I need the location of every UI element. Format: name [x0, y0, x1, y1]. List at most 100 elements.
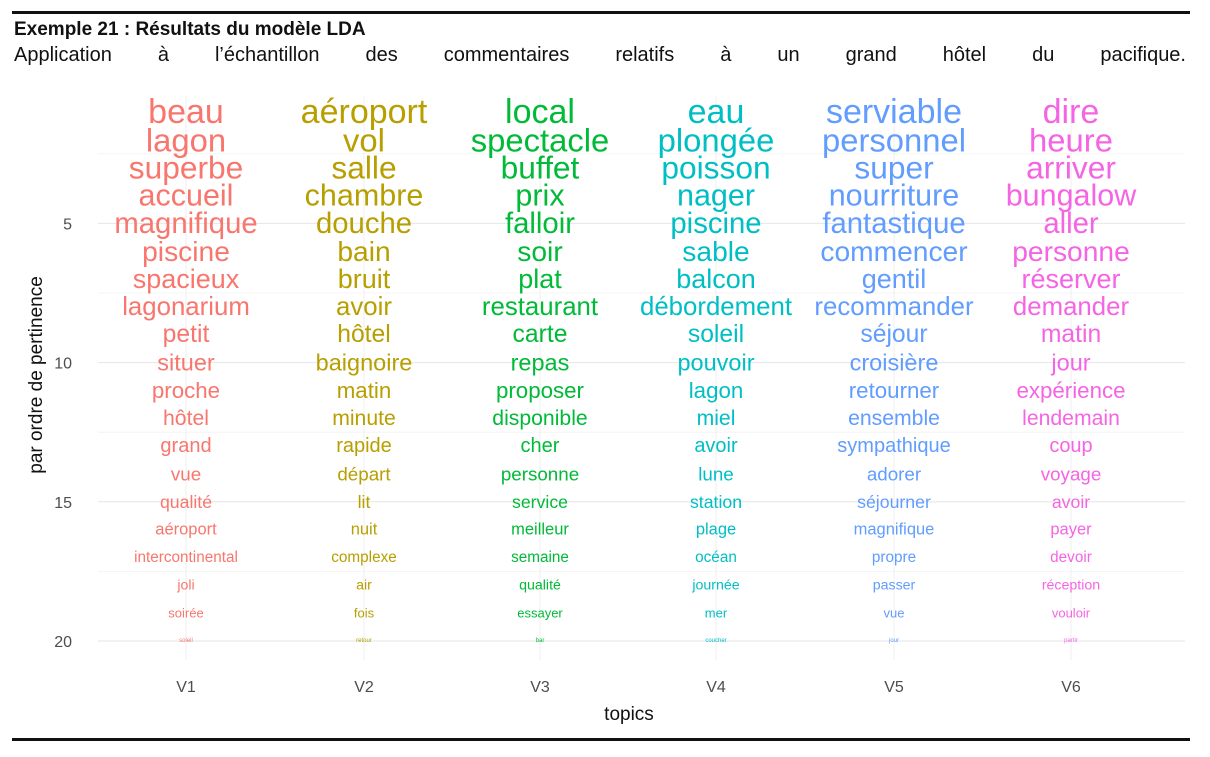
y-tick-label: 15 — [54, 495, 72, 512]
topic-word: matin — [337, 378, 392, 403]
topic-word: hôtel — [337, 321, 391, 348]
topic-word: vouloir — [1052, 606, 1091, 621]
topic-word: mer — [705, 606, 728, 621]
topic-word: départ — [337, 463, 391, 484]
topic-word: petit — [163, 321, 210, 348]
topic-word: soir — [517, 235, 562, 267]
topic-word: air — [356, 577, 372, 593]
topic-word: propre — [872, 549, 916, 566]
topic-word: minute — [332, 407, 396, 430]
x-tick-label: V2 — [354, 679, 374, 696]
topic-word: coup — [1049, 435, 1092, 457]
topic-word: baignoire — [316, 350, 413, 376]
topic-word: nager — [677, 179, 755, 213]
y-tick-label: 10 — [54, 356, 72, 373]
topic-word: coucher — [705, 638, 726, 644]
topic-word: piscine — [670, 207, 761, 240]
topic-word: séjour — [860, 321, 927, 348]
topic-word: fois — [354, 606, 375, 621]
y-tick-label: 5 — [63, 216, 72, 233]
topic-word: vue — [171, 463, 201, 484]
topic-word: bungalow — [1006, 179, 1138, 213]
topic-word: hôtel — [163, 407, 209, 430]
topic-word: bruit — [338, 264, 391, 294]
topic-word: océan — [695, 549, 737, 566]
topic-word: rapide — [336, 435, 392, 457]
topic-word: douche — [316, 207, 412, 240]
topic-word: local — [505, 93, 575, 131]
y-axis-ticks: 5 10 15 20 — [54, 216, 72, 651]
topic-word: arriver — [1026, 150, 1116, 186]
topic-word: fantastique — [822, 207, 965, 240]
topic-word: nuit — [351, 521, 378, 539]
topic-word: personne — [1012, 235, 1130, 267]
topic-word: falloir — [505, 207, 575, 240]
topic-word: meilleur — [511, 521, 569, 539]
topic-word: plage — [696, 521, 736, 539]
top-rule — [12, 11, 1190, 14]
x-tick-label: V1 — [176, 679, 196, 696]
topic-word: serviable — [826, 93, 962, 131]
topic-word: dire — [1043, 93, 1100, 131]
topic-word: restaurant — [482, 293, 598, 321]
topic-word: nourriture — [829, 179, 960, 213]
topic-word: payer — [1050, 521, 1092, 539]
topic-word: lit — [358, 492, 371, 512]
topic-word: matin — [1041, 321, 1101, 348]
topic-word: pouvoir — [677, 350, 754, 376]
topic-word: recommander — [814, 293, 974, 321]
topic-word: qualité — [160, 492, 212, 512]
topic-word: situer — [157, 350, 215, 376]
topic-word: heure — [1029, 121, 1113, 158]
topic-word: personne — [501, 463, 579, 484]
topic-word: aéroport — [301, 93, 428, 131]
y-axis-label: par ordre de pertinence — [26, 276, 47, 474]
topic-word: vue — [884, 606, 905, 621]
topic-word: balcon — [676, 264, 756, 294]
topic-word: grand — [160, 435, 211, 457]
topic-word: essayer — [517, 606, 563, 621]
topic-word: lendemain — [1022, 407, 1120, 430]
topic-word: plongée — [658, 121, 775, 158]
topic-word: avoir — [336, 293, 392, 321]
topic-word: disponible — [492, 407, 587, 430]
topic-word: partir — [1064, 638, 1078, 644]
topic-word: sable — [682, 235, 749, 267]
y-tick-label: 20 — [54, 634, 72, 651]
topic-word: croisière — [850, 350, 939, 376]
topic-word: proposer — [496, 378, 585, 403]
x-axis-label: topics — [604, 704, 654, 725]
topic-word: spectacle — [471, 121, 610, 158]
topic-word: magnifique — [854, 521, 935, 539]
topic-word: sympathique — [837, 435, 950, 457]
topic-word: proche — [152, 378, 220, 403]
topic-word: personnel — [822, 121, 966, 158]
topic-word: jour — [888, 638, 899, 644]
topic-word: buffet — [501, 150, 580, 186]
topic-word: super — [854, 150, 934, 186]
topic-word: lagonarium — [122, 293, 250, 321]
topic-word: accueil — [139, 179, 234, 213]
topic-word: passer — [873, 577, 916, 593]
topic-word: vol — [343, 121, 385, 158]
x-axis-ticks: V1 V2 V3 V4 V5 V6 — [176, 679, 1081, 696]
topic-word: miel — [697, 407, 736, 430]
topic-word: demander — [1013, 293, 1130, 321]
topic-word: avoir — [1052, 492, 1090, 512]
topic-word: lune — [698, 463, 734, 484]
topic-word: adorer — [867, 463, 921, 484]
x-tick-label: V3 — [530, 679, 550, 696]
topic-word: bar — [536, 638, 545, 644]
topic-word: poisson — [661, 150, 770, 186]
topic-word: spacieux — [133, 264, 240, 294]
topic-word: superbe — [129, 150, 244, 186]
topic-word: soleil — [179, 638, 193, 644]
topic-word: semaine — [511, 549, 569, 566]
topic-word: commencer — [820, 235, 967, 267]
topic-word: chambre — [305, 179, 424, 213]
x-tick-label: V5 — [884, 679, 904, 696]
topic-word: cher — [521, 435, 560, 457]
topic-word: aller — [1043, 207, 1099, 240]
topic-word: retour — [356, 638, 372, 644]
